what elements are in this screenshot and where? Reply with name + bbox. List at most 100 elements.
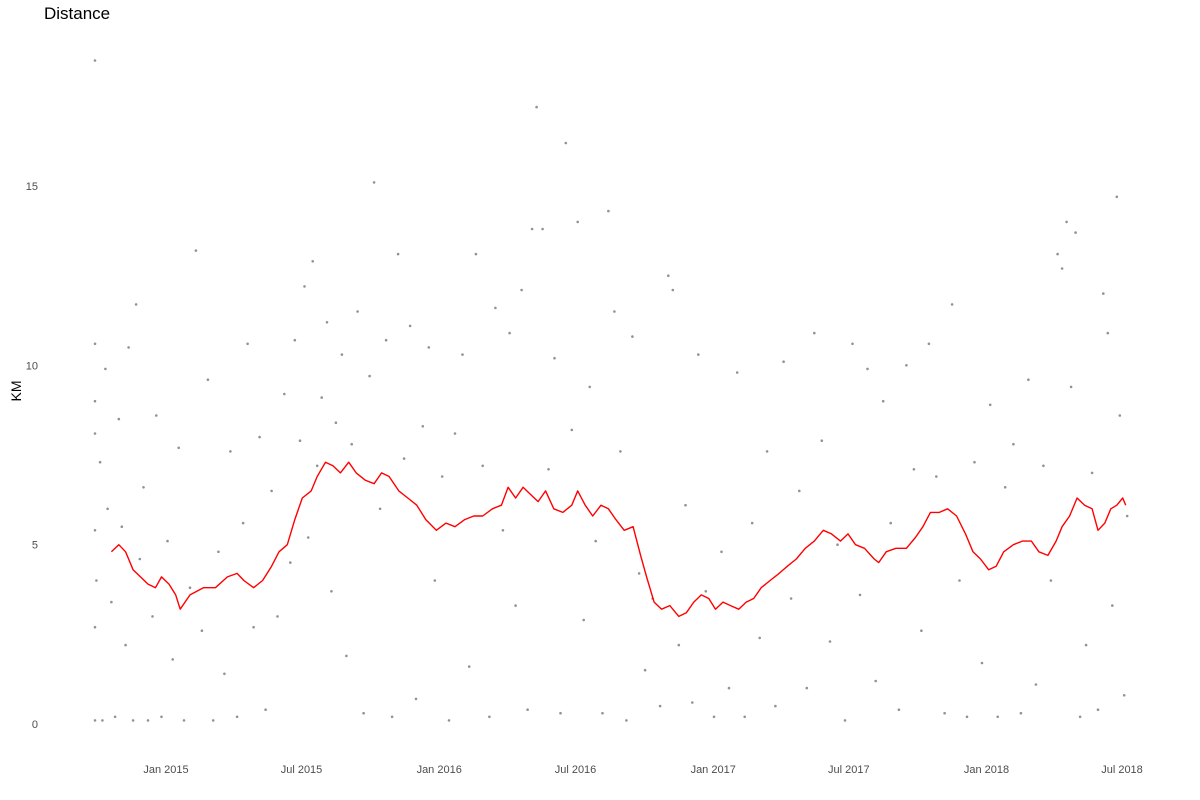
data-point: [453, 432, 457, 435]
data-point: [481, 464, 485, 468]
data-point: [704, 590, 708, 593]
x-tick-label: Jul 2015: [281, 764, 323, 776]
data-point: [1027, 378, 1030, 382]
y-tick-label: 5: [32, 540, 38, 552]
data-point: [134, 303, 138, 306]
y-tick-label: 10: [26, 360, 38, 372]
data-point: [223, 672, 226, 676]
data-point: [1042, 464, 1045, 468]
data-point: [980, 661, 984, 665]
data-point: [106, 507, 109, 511]
x-tick-label: Jan 2016: [417, 764, 462, 776]
data-point: [93, 399, 97, 403]
data-point: [311, 260, 315, 263]
data-point: [576, 220, 579, 224]
data-point: [325, 321, 329, 324]
data-point: [1034, 683, 1038, 686]
y-axis-ticks: 0 5 10 15: [26, 181, 38, 731]
data-point: [414, 697, 418, 701]
data-point: [720, 550, 723, 554]
data-point: [1125, 514, 1129, 518]
data-point: [607, 209, 610, 213]
data-point: [229, 450, 232, 453]
data-point: [93, 432, 97, 435]
y-tick-label: 15: [26, 181, 38, 193]
data-point: [1111, 604, 1114, 607]
data-point: [320, 396, 324, 399]
data-point: [217, 550, 220, 554]
data-point: [235, 715, 239, 719]
data-point: [246, 342, 249, 346]
data-point: [905, 364, 908, 367]
data-point: [601, 711, 604, 715]
data-point: [520, 288, 523, 292]
x-tick-label: Jul 2017: [828, 764, 870, 776]
data-point: [110, 600, 113, 604]
data-point: [1102, 292, 1105, 295]
data-point: [866, 367, 869, 371]
data-point: [146, 719, 150, 722]
data-point: [252, 625, 255, 629]
data-point: [93, 719, 97, 722]
data-point: [461, 353, 464, 356]
data-point: [758, 636, 761, 640]
x-tick-label: Jan 2015: [143, 764, 188, 776]
data-point: [813, 331, 816, 335]
data-point: [927, 342, 931, 346]
data-point: [1106, 331, 1110, 335]
data-point: [93, 342, 97, 346]
x-tick-label: Jul 2016: [555, 764, 597, 776]
data-point: [160, 715, 163, 719]
data-point: [851, 342, 854, 346]
data-point: [241, 521, 245, 525]
data-point: [920, 629, 923, 632]
data-point: [93, 529, 97, 532]
data-point: [117, 417, 121, 421]
data-point: [447, 719, 451, 722]
data-point: [582, 618, 585, 622]
data-point: [303, 285, 306, 288]
data-point: [120, 525, 124, 528]
data-point: [553, 356, 556, 360]
data-point: [625, 719, 628, 722]
data-point: [631, 335, 634, 338]
data-point: [276, 615, 279, 618]
data-point: [897, 708, 901, 711]
data-point: [564, 141, 568, 145]
y-tick-label: 0: [32, 719, 38, 731]
data-point: [467, 665, 471, 668]
data-point: [727, 686, 731, 690]
data-point: [427, 346, 431, 349]
data-point: [124, 643, 127, 647]
data-point: [350, 442, 354, 446]
data-point: [315, 464, 319, 468]
data-point: [283, 392, 286, 396]
data-point: [1122, 694, 1126, 697]
data-point: [935, 475, 938, 478]
data-point: [402, 457, 406, 460]
data-point: [950, 303, 954, 306]
data-point: [182, 719, 186, 722]
data-point: [836, 543, 839, 546]
data-point: [93, 625, 97, 629]
data-point: [671, 288, 675, 292]
data-point: [750, 521, 754, 525]
data-point: [194, 249, 198, 252]
data-point: [965, 715, 969, 719]
data-point: [101, 719, 104, 722]
data-point: [774, 704, 777, 708]
data-point: [1019, 711, 1023, 715]
data-point: [881, 399, 885, 403]
data-point: [1069, 385, 1073, 389]
data-point: [488, 715, 491, 719]
x-axis-ticks: Jan 2015 Jul 2015 Jan 2016 Jul 2016 Jan 2017…: [143, 764, 1142, 776]
data-point: [535, 105, 538, 109]
data-point: [1012, 442, 1015, 446]
data-point: [637, 572, 641, 575]
data-point: [514, 604, 517, 607]
data-point: [588, 385, 591, 389]
data-point: [155, 414, 158, 417]
data-point: [828, 640, 832, 643]
data-point: [372, 181, 376, 184]
data-point: [396, 252, 400, 256]
